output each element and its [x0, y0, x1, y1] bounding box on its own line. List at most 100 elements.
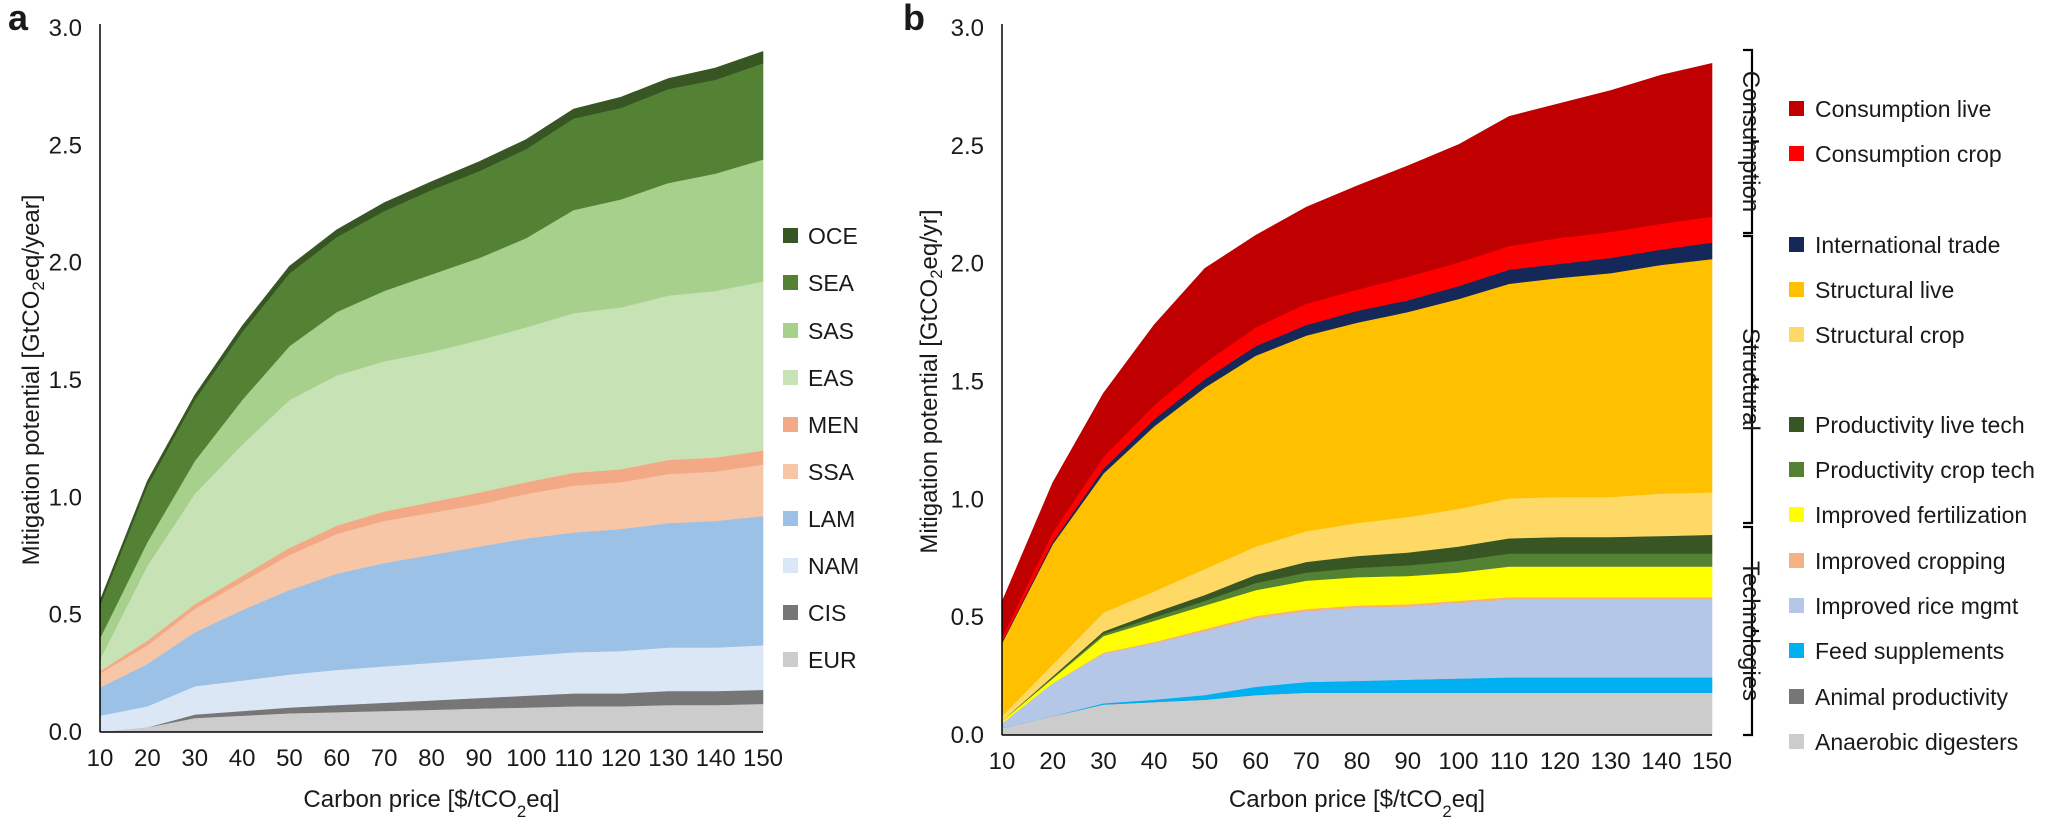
y-tick-label: 2.5	[951, 133, 984, 160]
y-tick-label: 2.5	[49, 132, 82, 159]
legend-swatch-anaerobic-digesters	[1789, 734, 1804, 749]
x-tick-label: 150	[743, 745, 783, 772]
y-tick-label: 1.5	[49, 367, 82, 394]
y-tick-label: 3.0	[951, 15, 984, 42]
legend-swatch-animal-productivity	[1789, 689, 1804, 704]
x-tick-label: 140	[1641, 748, 1681, 775]
bracket-structural	[1743, 234, 1759, 525]
legend-swatch-improved-rice-mgmt	[1789, 598, 1804, 613]
y-tick-label: 1.0	[49, 484, 82, 511]
legend-label-nam: NAM	[808, 553, 859, 579]
chart-panel-b: 0.0 0.5 1.0 1.5 2.0 2.5 3.0 10 20 30 40 50 60 70 80 90 1…	[903, 0, 2035, 817]
legend-label-international-trade: International trade	[1815, 232, 2000, 258]
y-tick-label: 1.5	[951, 369, 984, 396]
x-tick-label: 120	[1540, 748, 1580, 775]
legend-label-sea: SEA	[808, 270, 855, 296]
legend-swatch-improved-fertilization	[1789, 507, 1804, 522]
x-tick-label: 150	[1692, 748, 1732, 775]
y-tick-label: 0.5	[951, 604, 984, 631]
legend-label-structural-crop: Structural crop	[1815, 322, 1965, 348]
legend-swatch-cis	[783, 605, 798, 620]
y-tick-label: 0.5	[49, 602, 82, 629]
legend-swatch-productivity-crop-tech	[1789, 462, 1804, 477]
legend-label-oce: OCE	[808, 223, 858, 249]
y-axis-label: Mitigation potential [GtCO2eq/year]	[18, 195, 48, 566]
legend-swatch-eur	[783, 652, 798, 667]
x-tick-label: 90	[466, 745, 493, 772]
x-tick-label: 50	[276, 745, 303, 772]
x-tick-label: 70	[371, 745, 398, 772]
area-oce	[99, 51, 764, 606]
legend-label-ssa: SSA	[808, 459, 855, 485]
legend-label-improved-fertilization: Improved fertilization	[1815, 502, 2027, 528]
legend-label-cis: CIS	[808, 600, 846, 626]
x-tick-label: 130	[648, 745, 688, 772]
x-tick-label: 120	[601, 745, 641, 772]
panel-label: b	[903, 0, 925, 38]
legend-label-improved-cropping: Improved cropping	[1815, 548, 2006, 574]
x-tick-label: 40	[229, 745, 256, 772]
legend-swatch-men	[783, 417, 798, 432]
legend-label-productivity-live-tech: Productivity live tech	[1815, 412, 2025, 438]
legend-label-productivity-crop-tech: Productivity crop tech	[1815, 457, 2035, 483]
x-tick-label: 40	[1141, 748, 1168, 775]
legend-label-eur: EUR	[808, 647, 857, 673]
legend-swatch-international-trade	[1789, 237, 1804, 252]
legend: OCE SEA SAS EAS MEN SSA LAM NAM CIS EUR	[783, 223, 859, 673]
y-tick-label: 3.0	[49, 15, 82, 42]
legend-swatch-ssa	[783, 464, 798, 479]
group-label-consumption: Consumption	[1737, 71, 1764, 212]
x-tick-label: 30	[1090, 748, 1117, 775]
bracket-technologies	[1743, 525, 1759, 737]
legend-swatch-improved-cropping	[1789, 553, 1804, 568]
x-tick-label: 90	[1394, 748, 1421, 775]
y-tick-label: 2.0	[951, 251, 984, 278]
legend-label-consumption-crop: Consumption crop	[1815, 141, 2002, 167]
legend-swatch-consumption-crop	[1789, 146, 1804, 161]
legend-label-structural-live: Structural live	[1815, 277, 1954, 303]
x-tick-label: 10	[989, 748, 1016, 775]
group-label-structural: Structural	[1737, 328, 1764, 431]
legend-swatch-consumption-live	[1789, 101, 1804, 116]
legend-label-sas: SAS	[808, 318, 854, 344]
x-tick-label: 30	[181, 745, 208, 772]
x-tick-label: 140	[696, 745, 736, 772]
x-tick-label: 50	[1192, 748, 1219, 775]
legend-label-consumption-live: Consumption live	[1815, 96, 1991, 122]
x-tick-label: 110	[1490, 748, 1528, 775]
chart-panel-a: 0.0 0.5 1.0 1.5 2.0 2.5 3.0 10 20 30 40 50 60 70 80 90 1…	[8, 0, 859, 817]
stacked-areas	[99, 51, 764, 733]
x-axis-label: Carbon price [$/tCO2eq]	[1229, 786, 1485, 817]
legend-swatch-sas	[783, 323, 798, 338]
y-tick-label: 1.0	[951, 486, 984, 513]
y-axis-label: Mitigation potential [GtCO2eq/yr]	[916, 209, 946, 553]
legend-swatch-eas	[783, 370, 798, 385]
legend-swatch-sea	[783, 275, 798, 290]
bracket-consumption	[1743, 48, 1759, 235]
legend-label-anaerobic-digesters: Anaerobic digesters	[1815, 729, 2018, 755]
legend-label-improved-rice-mgmt: Improved rice mgmt	[1815, 593, 2019, 619]
legend-label-eas: EAS	[808, 365, 854, 391]
legend-swatch-nam	[783, 558, 798, 573]
area-consumption-live	[1001, 63, 1713, 638]
x-tick-label: 60	[323, 745, 350, 772]
x-tick-label: 20	[1039, 748, 1066, 775]
x-tick-label: 130	[1591, 748, 1631, 775]
x-axis-label: Carbon price [$/tCO2eq]	[303, 786, 559, 817]
x-tick-label: 20	[134, 745, 161, 772]
x-tick-label: 60	[1242, 748, 1269, 775]
legend-label-men: MEN	[808, 412, 859, 438]
legend-swatch-lam	[783, 511, 798, 526]
x-tick-label: 80	[1344, 748, 1371, 775]
stacked-areas	[1001, 63, 1713, 736]
legend-swatch-feed-supplements	[1789, 643, 1804, 658]
legend-label-feed-supplements: Feed supplements	[1815, 638, 2004, 664]
y-tick-label: 0.0	[49, 719, 82, 746]
group-label-technologies: Technologies	[1737, 561, 1764, 701]
legend-label-lam: LAM	[808, 506, 855, 532]
x-tick-label: 70	[1293, 748, 1320, 775]
y-tick-label: 2.0	[49, 250, 82, 277]
legend-swatch-oce	[783, 228, 798, 243]
legend: Consumption live Consumption crop Internat…	[1789, 96, 2035, 755]
